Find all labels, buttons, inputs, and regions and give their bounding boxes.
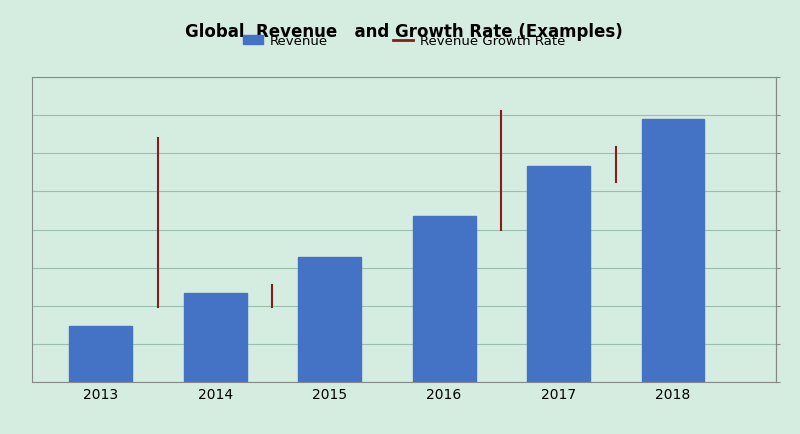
Bar xyxy=(642,119,705,382)
Legend: Revenue, Revenue Growth Rate: Revenue, Revenue Growth Rate xyxy=(238,30,570,53)
Bar xyxy=(298,258,361,382)
Bar xyxy=(184,293,246,382)
Bar xyxy=(413,216,475,382)
Bar xyxy=(527,167,590,382)
Title: Global  Revenue   and Growth Rate (Examples): Global Revenue and Growth Rate (Examples… xyxy=(185,23,623,40)
Bar xyxy=(69,327,132,382)
